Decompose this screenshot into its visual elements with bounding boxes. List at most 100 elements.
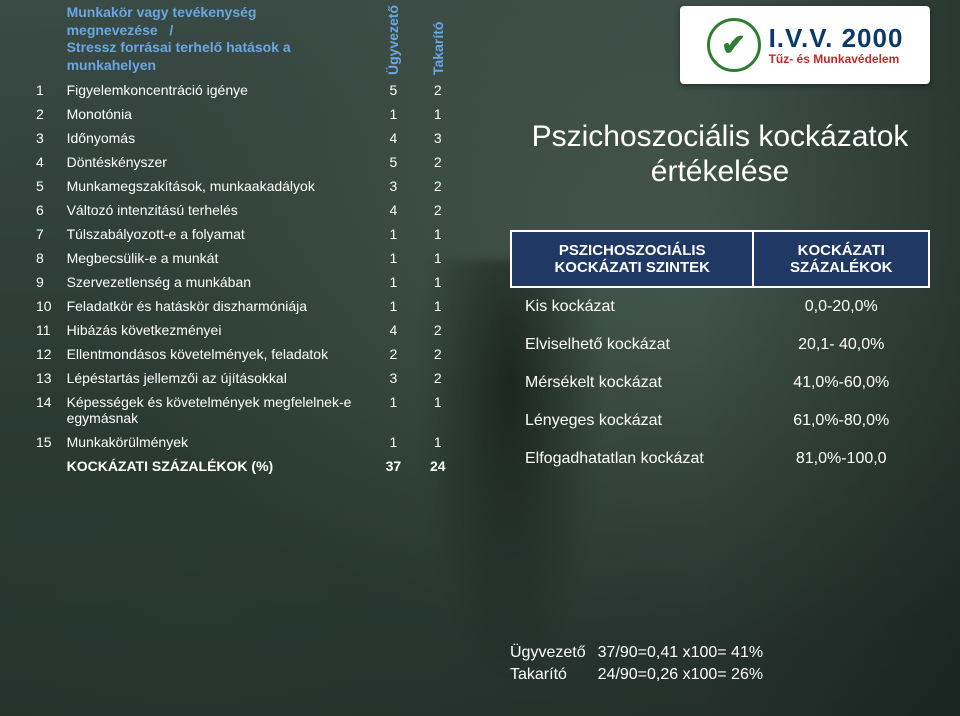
calc-expr: 37/90=0,41 x100= 41% <box>598 642 775 664</box>
total-b: 24 <box>416 454 460 478</box>
stress-factors-table: Munkakör vagy tevékenység megnevezése /S… <box>30 0 460 478</box>
row-num: 7 <box>30 222 61 246</box>
risk-head-2: KOCKÁZATI SZÁZALÉKOK <box>753 231 929 287</box>
table-total-row: KOCKÁZATI SZÁZALÉKOK (%) 37 24 <box>30 454 460 478</box>
table-row: 14Képességek és követelmények megfelelne… <box>30 390 460 430</box>
calc-row: Takarító24/90=0,26 x100= 26% <box>510 664 775 686</box>
risk-row: Kis kockázat0,0-20,0% <box>511 287 929 326</box>
row-val-b: 1 <box>416 430 460 454</box>
table-row: 7Túlszabályozott-e a folyamat11 <box>30 222 460 246</box>
row-text: Megbecsülik-e a munkát <box>61 246 372 270</box>
table-row: 3Időnyomás43 <box>30 126 460 150</box>
right-title: Pszichoszociális kockázatok értékelése <box>510 120 930 189</box>
table-row: 10Feladatkör és hatáskör diszharmóniája1… <box>30 294 460 318</box>
risk-level: Elviselhető kockázat <box>511 326 753 364</box>
row-num: 5 <box>30 174 61 198</box>
calc-body: Ügyvezető37/90=0,41 x100= 41%Takarító24/… <box>510 642 775 686</box>
risk-row: Elviselhető kockázat20,1- 40,0% <box>511 326 929 364</box>
row-text: Időnyomás <box>61 126 372 150</box>
row-val-b: 2 <box>416 366 460 390</box>
row-text: Hibázás következményei <box>61 318 372 342</box>
row-val-a: 1 <box>371 222 415 246</box>
row-val-a: 1 <box>371 246 415 270</box>
table-row: 4Döntéskényszer52 <box>30 150 460 174</box>
table-row: 9Szervezetlenség a munkában11 <box>30 270 460 294</box>
table-row: 11Hibázás következményei42 <box>30 318 460 342</box>
row-val-b: 1 <box>416 102 460 126</box>
row-num: 6 <box>30 198 61 222</box>
risk-row: Elfogadhatatlan kockázat81,0%-100,0 <box>511 440 929 478</box>
row-text: Figyelemkoncentráció igénye <box>61 78 372 102</box>
row-val-b: 1 <box>416 246 460 270</box>
row-num: 9 <box>30 270 61 294</box>
calc-role: Takarító <box>510 664 598 686</box>
row-val-b: 2 <box>416 174 460 198</box>
logo-sub: Tűz- és Munkavédelem <box>769 53 904 66</box>
calc-expr: 24/90=0,26 x100= 26% <box>598 664 775 686</box>
row-text: Ellentmondásos követelmények, feladatok <box>61 342 372 366</box>
row-num: 3 <box>30 126 61 150</box>
row-val-a: 3 <box>371 366 415 390</box>
row-num: 4 <box>30 150 61 174</box>
table-row: 15Munkakörülmények11 <box>30 430 460 454</box>
row-num: 13 <box>30 366 61 390</box>
logo: ✔ I.V.V. 2000 Tűz- és Munkavédelem <box>680 6 930 84</box>
row-val-a: 1 <box>371 294 415 318</box>
row-val-a: 3 <box>371 174 415 198</box>
row-val-a: 2 <box>371 342 415 366</box>
row-val-b: 1 <box>416 390 460 430</box>
table-row: 8Megbecsülik-e a munkát11 <box>30 246 460 270</box>
logo-text: I.V.V. 2000 Tűz- és Munkavédelem <box>769 24 904 66</box>
table-row: 12Ellentmondásos követelmények, feladato… <box>30 342 460 366</box>
row-val-a: 5 <box>371 150 415 174</box>
row-val-a: 4 <box>371 318 415 342</box>
row-val-b: 1 <box>416 294 460 318</box>
risk-pct: 41,0%-60,0% <box>753 364 929 402</box>
row-num: 2 <box>30 102 61 126</box>
total-a: 37 <box>371 454 415 478</box>
row-text: Lépéstartás jellemzői az újításokkal <box>61 366 372 390</box>
risk-pct: 81,0%-100,0 <box>753 440 929 478</box>
row-text: Szervezetlenség a munkában <box>61 270 372 294</box>
col-header-2: Takarító <box>416 0 460 78</box>
row-num: 12 <box>30 342 61 366</box>
row-text: Munkamegszakítások, munkaakadályok <box>61 174 372 198</box>
row-text: Monotónia <box>61 102 372 126</box>
row-text: Képességek és követelmények megfelelnek-… <box>61 390 372 430</box>
row-val-b: 2 <box>416 150 460 174</box>
table-row: 6Változó intenzitású terhelés42 <box>30 198 460 222</box>
row-num: 1 <box>30 78 61 102</box>
row-num: 14 <box>30 390 61 430</box>
row-val-a: 1 <box>371 102 415 126</box>
row-val-a: 5 <box>371 78 415 102</box>
row-val-b: 1 <box>416 270 460 294</box>
row-text: Döntéskényszer <box>61 150 372 174</box>
risk-pct: 20,1- 40,0% <box>753 326 929 364</box>
table-body: 1Figyelemkoncentráció igénye522Monotónia… <box>30 78 460 454</box>
row-val-a: 1 <box>371 390 415 430</box>
row-val-b: 2 <box>416 198 460 222</box>
risk-level: Mérsékelt kockázat <box>511 364 753 402</box>
risk-level: Kis kockázat <box>511 287 753 326</box>
calculations: Ügyvezető37/90=0,41 x100= 41%Takarító24/… <box>510 642 930 686</box>
row-val-a: 4 <box>371 198 415 222</box>
row-num: 11 <box>30 318 61 342</box>
table-row: 13Lépéstartás jellemzői az újításokkal32 <box>30 366 460 390</box>
risk-pct: 0,0-20,0% <box>753 287 929 326</box>
calc-row: Ügyvezető37/90=0,41 x100= 41% <box>510 642 775 664</box>
row-text: Túlszabályozott-e a folyamat <box>61 222 372 246</box>
risk-body: Kis kockázat0,0-20,0%Elviselhető kockáza… <box>511 287 929 478</box>
table-row: 5Munkamegszakítások, munkaakadályok32 <box>30 174 460 198</box>
row-num: 10 <box>30 294 61 318</box>
total-label: KOCKÁZATI SZÁZALÉKOK (%) <box>61 454 372 478</box>
row-num: 15 <box>30 430 61 454</box>
risk-levels-table: PSZICHOSZOCIÁLIS KOCKÁZATI SZINTEK KOCKÁ… <box>510 230 930 478</box>
table-row: 2Monotónia11 <box>30 102 460 126</box>
risk-level: Elfogadhatatlan kockázat <box>511 440 753 478</box>
row-num: 8 <box>30 246 61 270</box>
row-val-b: 2 <box>416 318 460 342</box>
risk-pct: 61,0%-80,0% <box>753 402 929 440</box>
risk-head-1: PSZICHOSZOCIÁLIS KOCKÁZATI SZINTEK <box>511 231 753 287</box>
row-val-b: 3 <box>416 126 460 150</box>
risk-level: Lényeges kockázat <box>511 402 753 440</box>
